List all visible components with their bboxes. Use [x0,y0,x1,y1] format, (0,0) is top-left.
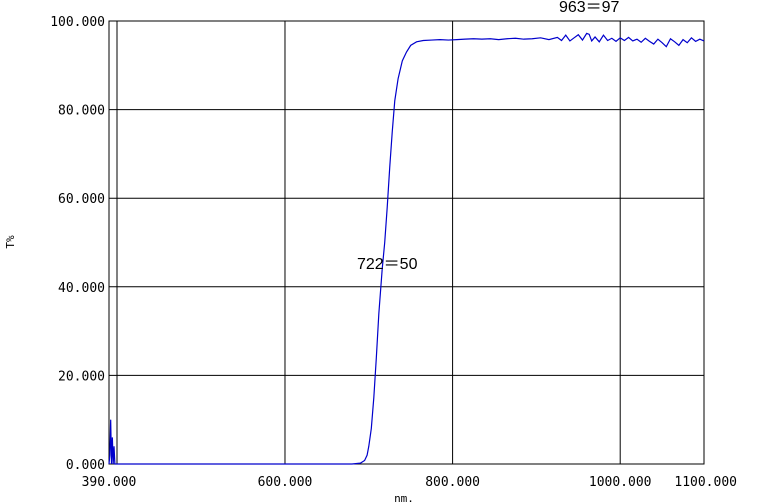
y-tick-label: 80.000 [58,104,105,119]
annotations: 963＝97 722＝50 [357,0,620,273]
data-annotation: 963＝97 [559,0,620,16]
y-tick-labels: 0.000 20.000 40.000 60.000 80.000 100.000 [50,15,105,473]
x-tick-label: 800.000 [425,475,480,490]
y-tick-label: 0.000 [66,458,105,473]
plot-frame [108,20,705,465]
y-tick-label: 100.000 [50,15,105,30]
y-axis-title: T% [4,235,17,249]
y-tick-label: 20.000 [58,369,105,384]
x-tick-label: 1100.000 [674,475,737,490]
x-tick-label: 390.000 [82,475,137,490]
series-layer [108,32,705,465]
y-tick-label: 40.000 [58,281,105,296]
x-tick-label: 600.000 [258,475,313,490]
x-axis-title: nm. [394,492,414,504]
grid-lines [109,21,704,464]
x-tick-label: 1000.000 [589,475,652,490]
y-tick-label: 60.000 [58,192,105,207]
transmittance-series-line [108,32,705,465]
x-tick-labels: 390.000 600.000 800.000 1000.000 1100.000 [82,475,737,490]
data-annotation: 722＝50 [357,256,418,273]
